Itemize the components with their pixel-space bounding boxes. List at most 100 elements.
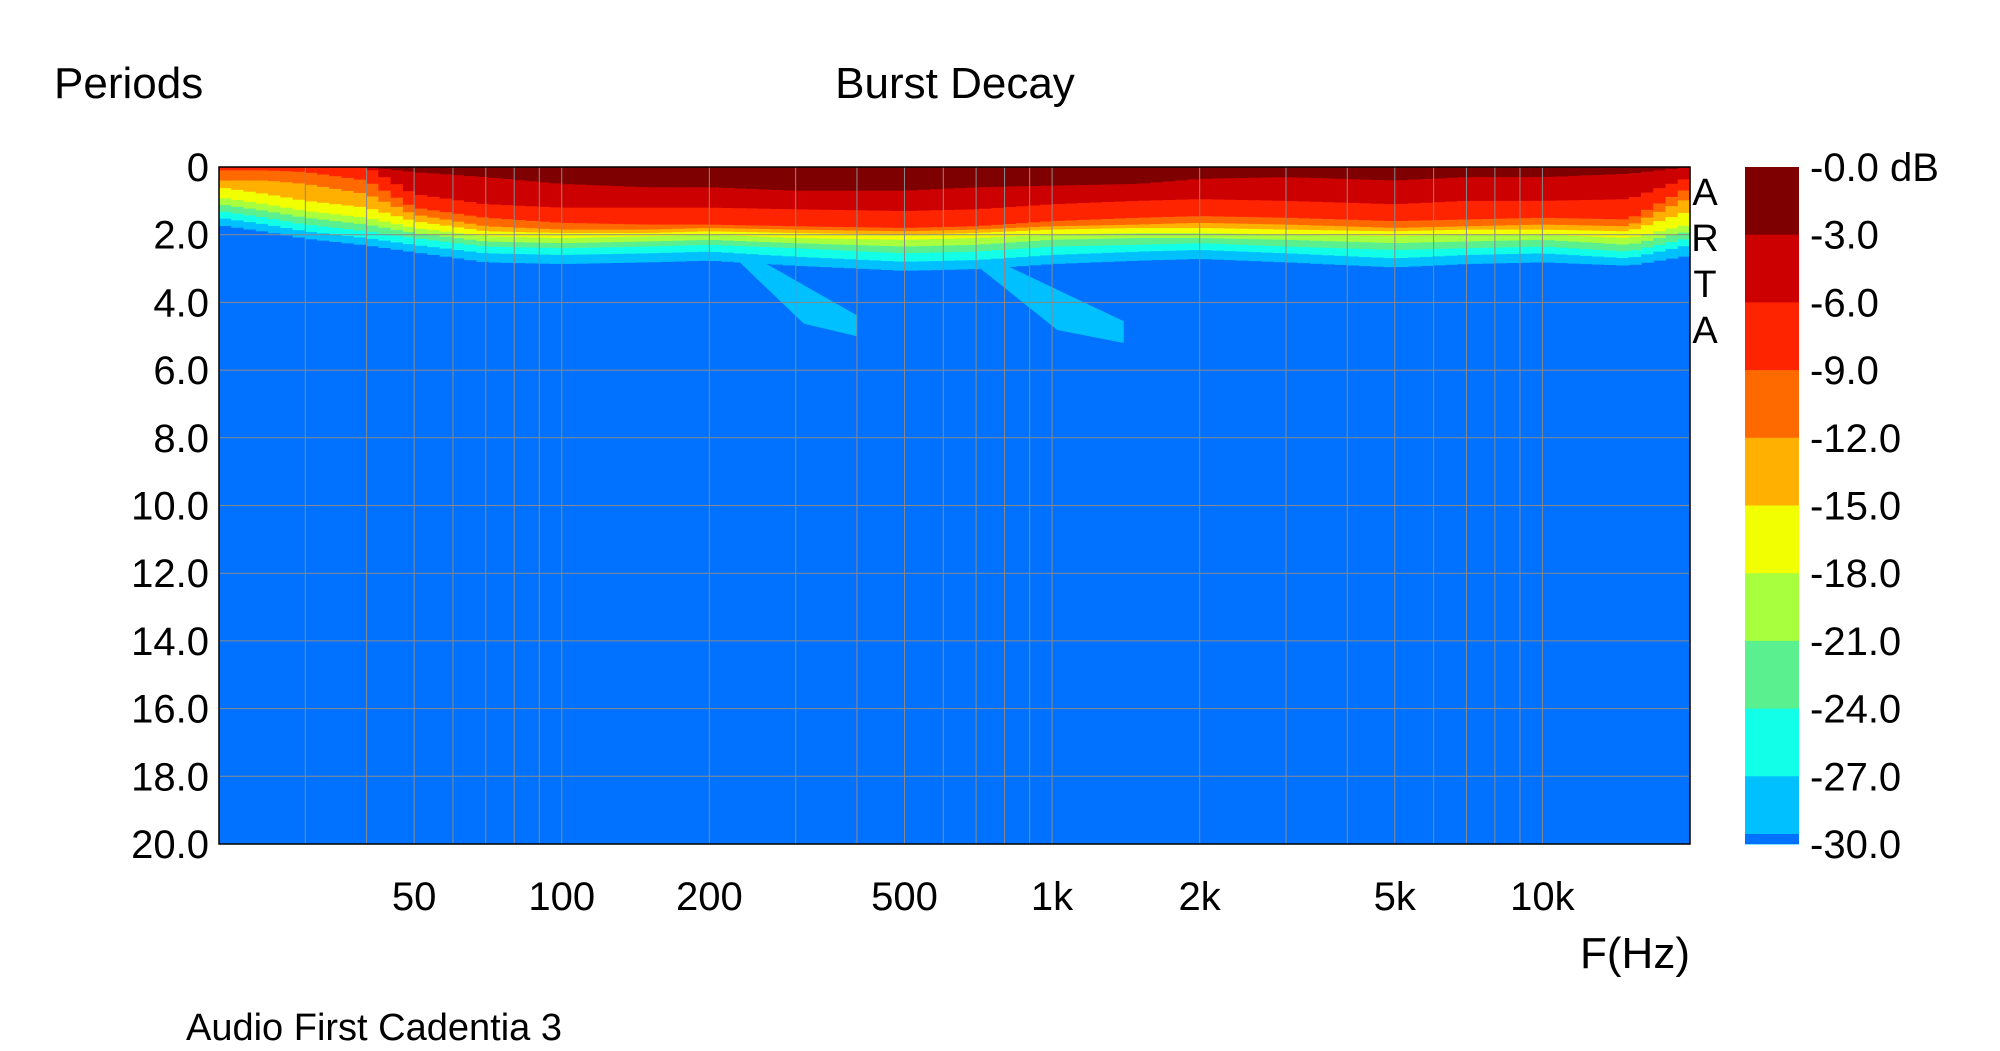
heatmap-cell — [488, 167, 502, 179]
heatmap-cell — [1591, 249, 1605, 258]
heatmap-cell — [1126, 244, 1139, 253]
heatmap-cell — [1015, 257, 1029, 267]
heatmap-cell — [697, 228, 710, 233]
heatmap-cell — [341, 205, 355, 217]
heatmap-cell — [1003, 228, 1017, 233]
heatmap-cell — [1101, 225, 1115, 230]
heatmap-cell — [586, 254, 600, 264]
heatmap-cell — [1101, 167, 1115, 186]
heatmap-cell — [1187, 250, 1201, 260]
heatmap-cell — [500, 241, 514, 248]
heatmap-cell — [599, 207, 612, 225]
heatmap-cell — [966, 244, 980, 253]
heatmap-cell — [831, 250, 845, 260]
heatmap-cell — [758, 241, 772, 248]
heatmap-cell — [1322, 230, 1336, 236]
heatmap-cell — [500, 247, 514, 255]
heatmap-cell — [1395, 236, 1409, 244]
heatmap-cell — [709, 234, 723, 241]
heatmap-cell — [746, 167, 759, 190]
heatmap-cell — [648, 167, 661, 188]
heatmap-cell — [378, 177, 392, 192]
heatmap-cell — [599, 233, 612, 238]
heatmap-cell — [979, 244, 992, 252]
heatmap-cell — [1628, 236, 1642, 245]
heatmap-cell — [1677, 225, 1691, 234]
heatmap-cell — [1322, 247, 1336, 256]
heatmap-cell — [1040, 234, 1054, 241]
heatmap-cell — [1640, 254, 1654, 263]
heatmap-cell — [464, 215, 478, 225]
heatmap-cell — [1604, 199, 1618, 220]
heatmap-cell — [623, 229, 637, 234]
heatmap-cell — [807, 167, 821, 192]
decay-tail — [739, 261, 857, 337]
heatmap-cell — [758, 247, 772, 256]
heatmap-cell — [1187, 223, 1201, 229]
heatmap-cell — [1126, 184, 1139, 202]
heatmap-cell — [1457, 255, 1470, 265]
heatmap-cell — [1616, 219, 1630, 227]
heatmap-cell — [880, 252, 894, 262]
decay-tail — [976, 265, 1124, 344]
heatmap-cell — [292, 167, 306, 173]
heatmap-cell — [1273, 167, 1287, 178]
heatmap-cell — [329, 234, 343, 243]
colorbar-swatch — [1745, 167, 1799, 236]
heatmap-cell — [1530, 229, 1544, 236]
heatmap-cell — [1518, 229, 1532, 236]
heatmap-cell — [427, 240, 441, 248]
heatmap-cell — [942, 233, 956, 240]
colorbar-label: -18.0 — [1810, 552, 1901, 596]
heatmap-cell — [1089, 225, 1103, 230]
heatmap-cell — [868, 239, 882, 247]
heatmap-cell — [795, 209, 808, 227]
heatmap-cell — [1555, 240, 1569, 249]
heatmap-cell — [1138, 217, 1152, 225]
heatmap-cell — [782, 190, 796, 210]
heatmap-cell — [1542, 167, 1556, 178]
heatmap-cell — [1542, 217, 1556, 226]
heatmap-cell — [549, 207, 563, 224]
heatmap-cell — [1432, 230, 1446, 236]
heatmap-cell — [1457, 226, 1470, 231]
heatmap-cell — [1150, 251, 1164, 261]
heatmap-cell — [1579, 200, 1593, 220]
heatmap-cell — [366, 225, 379, 233]
colorbar-swatch — [1745, 573, 1799, 642]
heatmap-cell — [1309, 230, 1323, 236]
heatmap-cell — [611, 207, 625, 225]
heatmap-cell — [1309, 167, 1323, 179]
heatmap-cell — [1579, 225, 1593, 232]
heatmap-cell — [1616, 237, 1630, 246]
heatmap-cell — [549, 248, 563, 256]
colorbar-swatch — [1745, 437, 1799, 506]
heatmap-cell — [1285, 177, 1299, 202]
heatmap-cell — [844, 250, 858, 260]
heatmap-cell — [1506, 253, 1519, 264]
heatmap-cell — [353, 192, 367, 208]
heatmap-cell — [1297, 229, 1311, 236]
heatmap-cell — [1211, 199, 1225, 218]
heatmap-cell — [966, 167, 980, 189]
heatmap-cell — [954, 226, 968, 231]
heatmap-cell — [611, 242, 625, 248]
heatmap-cell — [1052, 246, 1066, 256]
heatmap-cell — [819, 249, 833, 259]
heatmap-cell — [439, 167, 453, 175]
heatmap-cell — [991, 186, 1005, 209]
heatmap-cell — [537, 242, 551, 249]
heatmap-cell — [1224, 251, 1238, 261]
heatmap-cell — [1420, 230, 1434, 237]
heatmap-cell — [599, 254, 612, 264]
heatmap-cell — [329, 188, 343, 205]
heatmap-cell — [599, 167, 612, 187]
heatmap-cell — [782, 232, 796, 239]
heatmap-cell — [1346, 248, 1360, 258]
heatmap-cell — [1260, 229, 1274, 235]
heatmap-cell — [1126, 251, 1139, 261]
heatmap-cell — [684, 235, 698, 241]
heatmap-cell — [1224, 238, 1238, 245]
heatmap-cell — [574, 242, 588, 249]
